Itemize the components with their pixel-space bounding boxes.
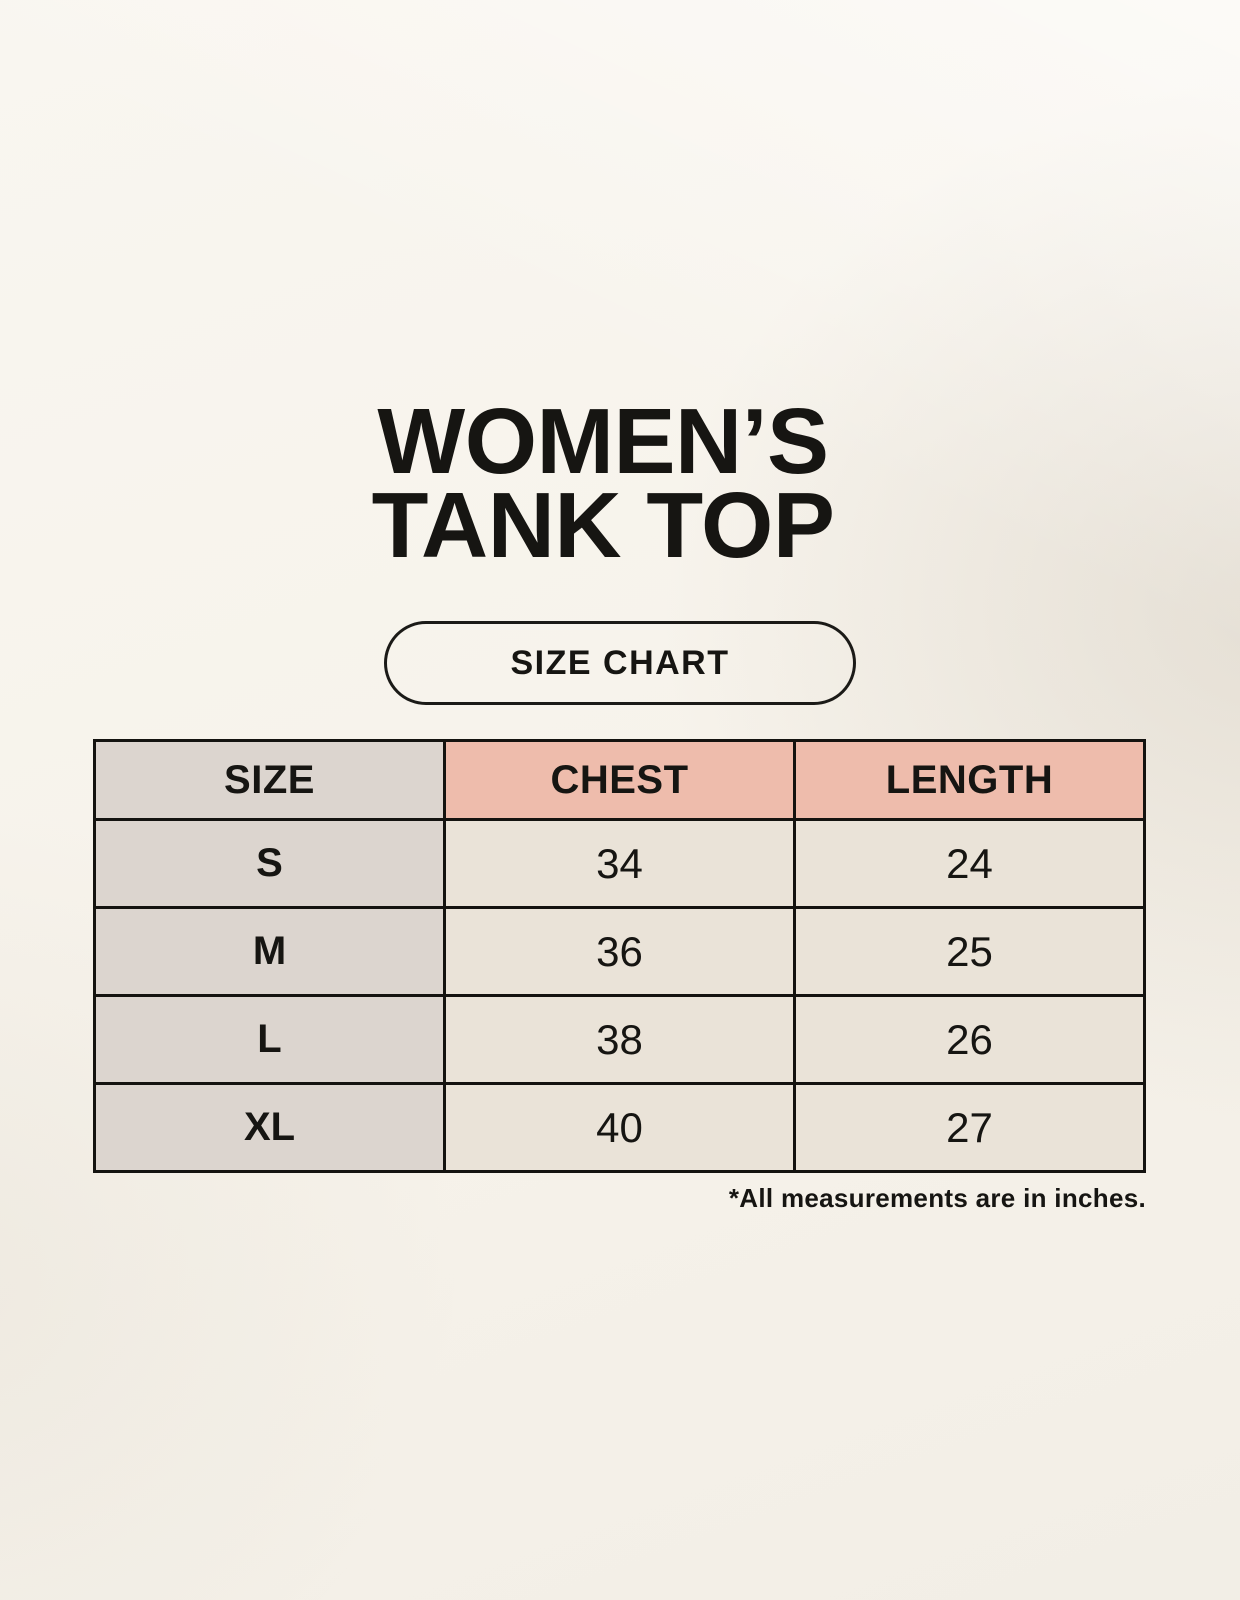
title-line-2: TANK TOP	[371, 473, 835, 577]
header-cell-length: LENGTH	[793, 739, 1146, 821]
title-line-1: WOMEN’S	[377, 389, 829, 493]
product-title: WOMEN’S TANK TOP	[371, 389, 835, 577]
header-cell-chest: CHEST	[443, 739, 796, 821]
size-cell: M	[93, 906, 446, 997]
table-row-s: S 34 24	[93, 818, 1146, 909]
size-chart-section: SIZE CHEST LENGTH S 34 24 M 36 25 L	[93, 739, 1146, 1214]
size-cell: L	[93, 994, 446, 1085]
size-chart-table: SIZE CHEST LENGTH S 34 24 M 36 25 L	[93, 739, 1146, 1173]
chest-cell: 36	[443, 906, 796, 997]
length-cell: 24	[793, 818, 1146, 909]
header-row: SIZE CHEST LENGTH	[93, 739, 1146, 821]
size-cell: S	[93, 818, 446, 909]
chest-cell: 34	[443, 818, 796, 909]
chest-cell: 40	[443, 1082, 796, 1173]
table-row-l: L 38 26	[93, 994, 1146, 1085]
size-chart-button[interactable]: SIZE CHART	[384, 621, 856, 705]
chest-cell: 38	[443, 994, 796, 1085]
size-cell: XL	[93, 1082, 446, 1173]
size-chart-button-label: SIZE CHART	[510, 643, 730, 682]
length-cell: 27	[793, 1082, 1146, 1173]
length-cell: 25	[793, 906, 1146, 997]
measurement-note: *All measurements are in inches.	[728, 1183, 1146, 1213]
header-cell-size: SIZE	[93, 739, 446, 821]
table-row-m: M 36 25	[93, 906, 1146, 997]
length-cell: 26	[793, 994, 1146, 1085]
table-row-xl: XL 40 27	[93, 1082, 1146, 1173]
